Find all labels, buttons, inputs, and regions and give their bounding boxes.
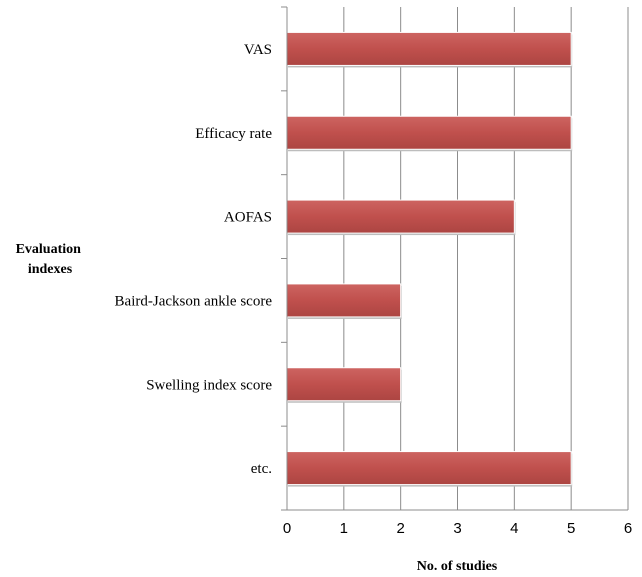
bar-5	[287, 452, 571, 485]
gridlines	[344, 7, 628, 510]
bar-1	[287, 116, 571, 149]
x-tick-labels: 0 1 2 3 4 5 6	[283, 520, 632, 537]
bars	[287, 32, 572, 486]
category-label-5: etc.	[251, 461, 272, 477]
category-label-4: Swelling index score	[146, 377, 272, 393]
category-label-3: Baird-Jackson ankle score	[115, 293, 273, 309]
category-label-1: Efficacy rate	[195, 126, 272, 142]
y-axis-title-line-2: indexes	[28, 262, 73, 277]
x-tick-label-5: 5	[567, 520, 575, 537]
bar-4	[287, 368, 401, 401]
x-tick-label-3: 3	[453, 520, 461, 537]
category-label-0: VAS	[244, 42, 272, 58]
y-axis-title-line-1: Evaluation	[16, 242, 82, 257]
x-axis-title: No. of studies	[417, 559, 498, 574]
x-tick-label-6: 6	[624, 520, 632, 537]
x-tick-label-2: 2	[396, 520, 404, 537]
bar-3	[287, 284, 401, 317]
category-labels: VAS Efficacy rate AOFAS Baird-Jackson ankle…	[115, 42, 273, 477]
bar-0	[287, 32, 571, 65]
category-label-2: AOFAS	[224, 210, 272, 226]
axes	[281, 7, 628, 510]
bar-2	[287, 200, 514, 233]
x-tick-label-4: 4	[510, 520, 518, 537]
y-axis-title: Evaluation indexes	[16, 242, 85, 277]
x-tick-label-1: 1	[340, 520, 348, 537]
x-tick-label-0: 0	[283, 520, 291, 537]
